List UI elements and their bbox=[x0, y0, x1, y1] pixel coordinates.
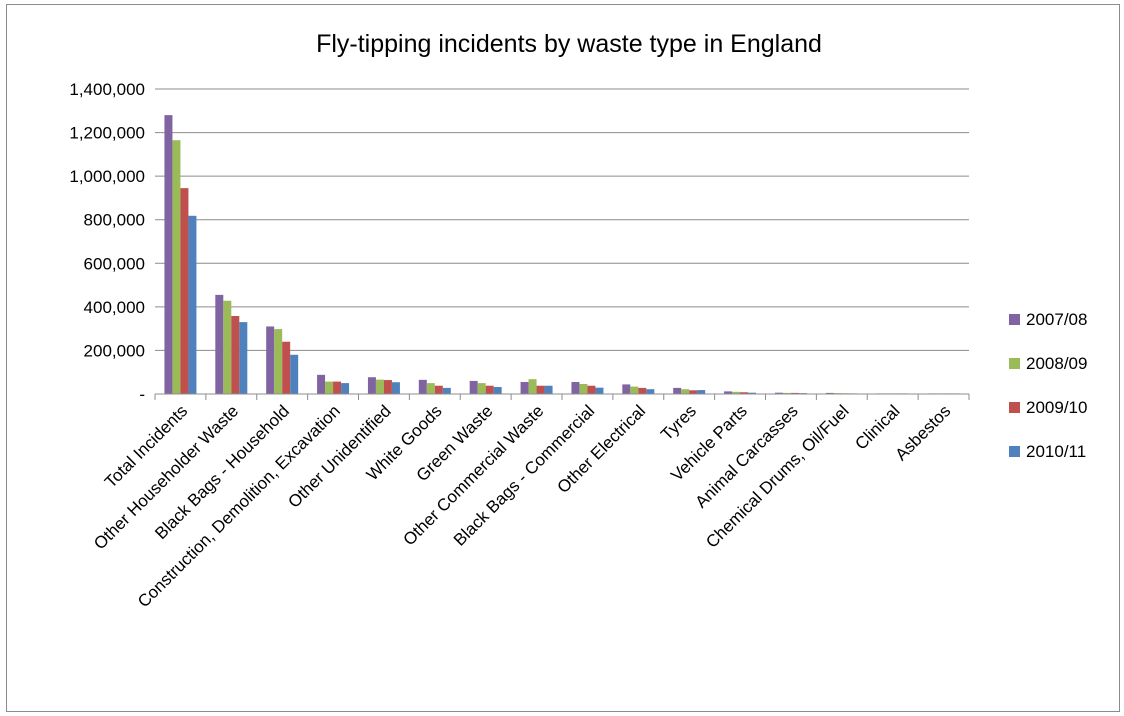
bar bbox=[536, 385, 545, 394]
y-tick-label: 600,000 bbox=[84, 254, 145, 273]
bar bbox=[282, 341, 291, 394]
legend-label: 2010/11 bbox=[1026, 442, 1086, 461]
gridlines bbox=[155, 88, 969, 351]
bar bbox=[188, 215, 197, 394]
bar bbox=[325, 381, 334, 394]
legend-label: 2008/09 bbox=[1026, 354, 1087, 373]
bar bbox=[383, 380, 392, 394]
y-tick-label: 400,000 bbox=[84, 298, 145, 317]
bar bbox=[164, 115, 173, 395]
bar bbox=[274, 329, 283, 394]
bar bbox=[595, 387, 604, 394]
bar bbox=[681, 389, 690, 394]
y-tick-label: 1,200,000 bbox=[69, 124, 145, 143]
bar bbox=[231, 316, 240, 394]
bar bbox=[477, 383, 486, 394]
y-tick-label: 200,000 bbox=[84, 341, 145, 360]
bar bbox=[215, 294, 224, 394]
bar bbox=[239, 322, 248, 394]
x-tick-label: Asbestos bbox=[892, 401, 955, 464]
legend-swatch bbox=[1009, 402, 1020, 413]
bar bbox=[622, 384, 631, 394]
bar bbox=[442, 387, 451, 394]
bar bbox=[774, 392, 783, 394]
bar bbox=[724, 391, 733, 394]
bar bbox=[732, 391, 741, 394]
bar bbox=[317, 374, 326, 394]
bar bbox=[646, 389, 655, 394]
y-tick-label: 800,000 bbox=[84, 211, 145, 230]
chart-title: Fly-tipping incidents by waste type in E… bbox=[316, 30, 822, 58]
bar bbox=[520, 382, 529, 394]
bar bbox=[426, 383, 435, 394]
y-tick-label: 1,400,000 bbox=[69, 80, 145, 99]
y-axis-tick-labels: - 200,000 400,000 600,000 800,000 1,000,000 1,… bbox=[69, 80, 145, 404]
bar bbox=[391, 382, 400, 394]
chart-svg: Fly-tipping incidents by waste type in E… bbox=[69, 30, 1087, 611]
bar bbox=[375, 379, 384, 394]
bar bbox=[485, 385, 494, 394]
bar bbox=[673, 387, 682, 394]
bar bbox=[748, 392, 757, 394]
legend-swatch bbox=[1009, 314, 1020, 325]
legend: 2007/08 2008/09 2009/10 2010/11 bbox=[1009, 310, 1087, 461]
bar bbox=[367, 377, 376, 394]
bar bbox=[630, 386, 639, 394]
bar bbox=[290, 354, 299, 394]
bar bbox=[638, 387, 647, 394]
bar bbox=[266, 326, 275, 394]
x-axis bbox=[154, 393, 970, 400]
bar bbox=[544, 385, 553, 394]
bar bbox=[341, 383, 350, 394]
bar bbox=[579, 383, 588, 394]
bar bbox=[469, 380, 478, 394]
x-tick-label: Tyres bbox=[657, 401, 700, 444]
legend-label: 2009/10 bbox=[1026, 398, 1087, 417]
legend-swatch bbox=[1009, 358, 1020, 369]
legend-swatch bbox=[1009, 446, 1020, 457]
y-tick-label: - bbox=[139, 385, 145, 404]
bar bbox=[825, 392, 834, 394]
bar bbox=[172, 140, 181, 394]
bar bbox=[333, 381, 342, 394]
bar bbox=[782, 392, 791, 394]
bar bbox=[493, 387, 502, 394]
x-tick-label: Other Electrical bbox=[554, 401, 650, 497]
bar bbox=[697, 390, 706, 394]
bars bbox=[164, 115, 960, 395]
bar bbox=[587, 385, 596, 394]
bar bbox=[434, 385, 443, 394]
bar bbox=[689, 390, 698, 394]
bar bbox=[740, 392, 749, 394]
bar bbox=[528, 379, 537, 394]
bar bbox=[790, 392, 799, 394]
bar bbox=[180, 188, 189, 394]
bar bbox=[418, 379, 427, 394]
legend-label: 2007/08 bbox=[1026, 310, 1087, 329]
y-tick-label: 1,000,000 bbox=[69, 167, 145, 186]
bar bbox=[571, 382, 580, 394]
chart-frame: Fly-tipping incidents by waste type in E… bbox=[6, 4, 1120, 712]
bar bbox=[223, 300, 232, 394]
